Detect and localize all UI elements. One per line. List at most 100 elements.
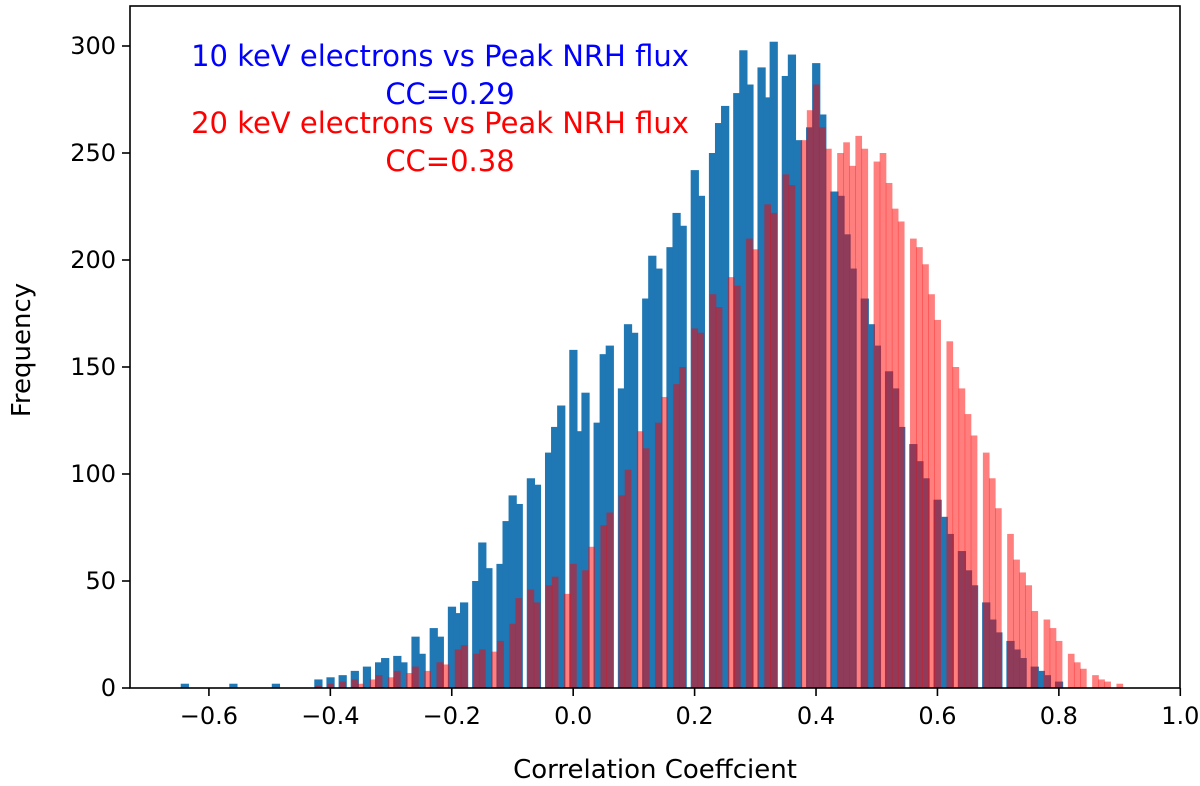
bar-red-50: [782, 174, 790, 688]
bar-red-67: [910, 238, 917, 688]
bar-red-42: [709, 294, 717, 688]
annotation-10kev-cc: CC=0.29: [385, 77, 514, 111]
bar-red-12: [436, 662, 444, 688]
bar-red-13: [442, 664, 450, 688]
x-tick-label-8: 1.0: [1161, 702, 1199, 730]
bar-blue-14: [429, 628, 438, 688]
bar-red-51: [788, 185, 796, 688]
bar-red-28: [582, 570, 589, 688]
bar-red-68: [916, 247, 923, 688]
bar-red-47: [752, 249, 759, 689]
bar-blue-24: [508, 495, 517, 688]
x-tick-label-7: 0.8: [1040, 702, 1078, 730]
bar-red-81: [1013, 559, 1020, 688]
bar-red-22: [527, 589, 535, 688]
bar-red-43: [715, 307, 723, 688]
bar-red-83: [1025, 585, 1033, 688]
bar-blue-13: [417, 653, 426, 688]
bar-red-92: [1098, 679, 1105, 688]
bar-red-46: [746, 238, 753, 688]
bar-red-79: [995, 508, 1002, 688]
bar-blue-2: [271, 683, 281, 688]
bar-red-35: [642, 448, 650, 688]
bar-red-18: [491, 651, 498, 688]
bar-red-59: [849, 165, 856, 689]
x-axis: −0.6 −0.4 −0.2 0.0 0.2 0.4 0.6 0.8 1.0: [180, 688, 1199, 730]
bar-blue-35: [599, 354, 608, 688]
bar-red-25: [551, 576, 559, 688]
bar-red-29: [588, 546, 595, 688]
bar-red-94: [1116, 683, 1124, 688]
annotation-10kev-title: 10 keV electrons vs Peak NRH flux: [191, 39, 689, 73]
bar-red-49: [770, 212, 778, 689]
plot-frame: [129, 5, 1181, 689]
bar-blue-4: [326, 677, 335, 688]
bar-red-19: [497, 640, 504, 688]
bar-blue-39: [629, 332, 639, 688]
bar-red-85: [1043, 619, 1051, 688]
bar-blue-26: [526, 478, 535, 688]
x-tick-label-1: −0.4: [301, 702, 359, 730]
bar-red-7: [387, 677, 395, 688]
bar-blue-77: [939, 516, 948, 688]
bar-red-65: [891, 208, 899, 688]
bar-blue-23: [502, 521, 511, 688]
bar-red-11: [424, 670, 431, 688]
x-tick-label-5: 0.4: [797, 702, 835, 730]
bar-red-38: [673, 384, 680, 688]
bar-red-89: [1073, 662, 1081, 688]
bar-red-66: [897, 221, 905, 689]
bar-red-17: [478, 649, 486, 688]
bar-red-57: [837, 153, 844, 688]
annotation-20kev-title: 20 keV electrons vs Peak NRH flux: [191, 106, 689, 140]
bar-red-16: [472, 653, 480, 688]
bar-red-73: [952, 367, 960, 688]
bar-blue-50: [721, 105, 730, 689]
bar-red-14: [454, 649, 462, 688]
bar-blue-33: [581, 392, 590, 688]
bar-blue-29: [551, 426, 560, 688]
bar-blue-21: [484, 568, 493, 688]
bar-blue-59: [793, 140, 803, 688]
bar-blue-22: [496, 563, 505, 688]
bar-red-74: [958, 388, 966, 688]
bar-red-87: [1055, 640, 1063, 688]
bar-red-76: [970, 435, 978, 688]
bar-blue-43: [666, 247, 675, 688]
bar-blue-31: [569, 349, 578, 688]
bar-blue-41: [648, 255, 657, 688]
bar-red-88: [1067, 653, 1075, 688]
bar-red-56: [825, 148, 832, 689]
bar-red-93: [1104, 681, 1111, 688]
x-axis-label: Correlation Coeffcient: [513, 755, 797, 785]
bar-red-32: [618, 495, 626, 688]
bar-blue-11: [399, 662, 408, 688]
y-tick-label-1: 50: [85, 567, 116, 595]
bar-blue-34: [593, 422, 602, 688]
bar-red-72: [946, 341, 954, 688]
bar-red-39: [679, 367, 686, 688]
bar-blue-5: [338, 675, 347, 688]
bar-red-2: [339, 681, 347, 688]
bar-blue-30: [557, 405, 566, 688]
bar-red-90: [1080, 668, 1087, 688]
y-axis: 0 50 100 150 200 250 300: [70, 32, 130, 702]
bar-red-3: [351, 679, 359, 688]
y-tick-label-5: 250: [70, 139, 116, 167]
bar-red-91: [1092, 675, 1099, 688]
bar-red-23: [533, 602, 541, 688]
bar-red-20: [509, 623, 516, 688]
bar-red-64: [885, 182, 893, 688]
bar-red-41: [697, 332, 705, 688]
bar-blue-32: [575, 431, 584, 688]
bar-red-63: [879, 153, 887, 688]
bar-red-45: [733, 285, 741, 688]
x-tick-label-2: −0.2: [423, 702, 481, 730]
bar-blue-28: [544, 452, 554, 688]
bar-red-30: [600, 525, 608, 688]
series-red-bars: [315, 84, 1124, 689]
bar-red-15: [460, 645, 468, 688]
y-tick-label-0: 0: [101, 674, 116, 702]
bar-blue-12: [411, 636, 420, 688]
